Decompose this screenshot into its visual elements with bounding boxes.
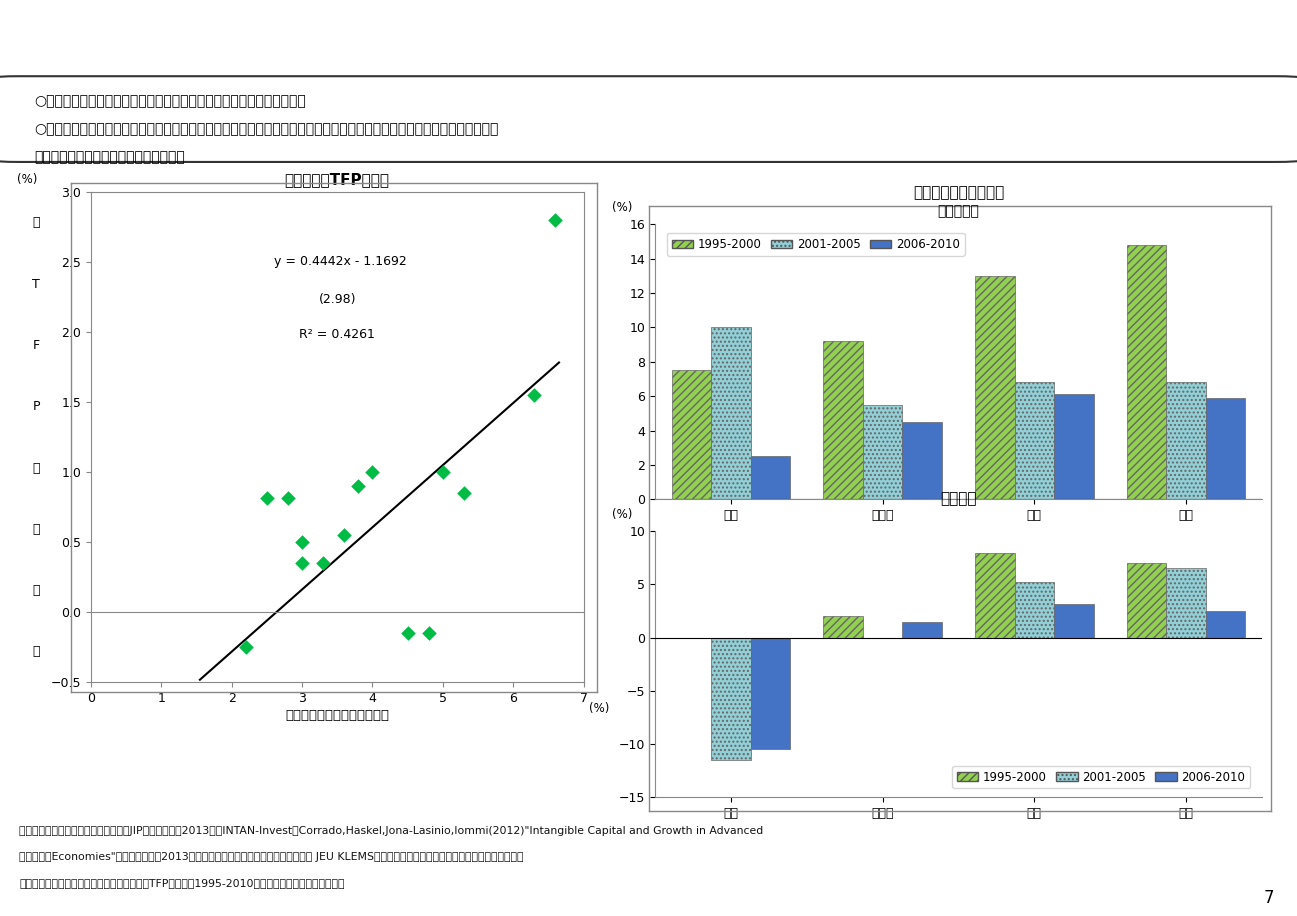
Text: R² = 0.4261: R² = 0.4261 — [300, 328, 375, 341]
Text: T: T — [32, 278, 40, 290]
Bar — [751, 638, 790, 749]
Title: 無形資産とTFPの関係: 無形資産とTFPの関係 — [285, 172, 389, 187]
Text: F: F — [32, 339, 40, 352]
Bar — [1014, 383, 1054, 499]
Point — [257, 490, 278, 505]
Bar — [903, 422, 942, 499]
Point — [292, 535, 313, 550]
Point — [545, 213, 565, 228]
Point — [235, 640, 256, 655]
Bar — [863, 405, 903, 499]
Text: (%): (%) — [17, 172, 38, 186]
Text: ○　我が国では、無形資産への投資のうち、人的資本への投資（ＯＦＦ－ＪＴへの支出等）、情報化資産への投資（ソフト: ○ 我が国では、無形資産への投資のうち、人的資本への投資（ＯＦＦ－ＪＴへの支出等… — [35, 123, 499, 136]
Bar — [711, 638, 751, 759]
Text: （: （ — [32, 216, 40, 230]
Bar — [1127, 563, 1166, 638]
Bar — [751, 456, 790, 499]
Text: （注）上段図の無形資産装備率の上昇率及びTFP上昇率は1995-2010年の各年の値を平均している。: （注）上段図の無形資産装備率の上昇率及びTFP上昇率は1995-2010年の各年… — [19, 878, 345, 888]
Bar — [1054, 395, 1093, 499]
Bar — [1206, 398, 1245, 499]
Bar — [1127, 245, 1166, 499]
Legend: 1995-2000, 2001-2005, 2006-2010: 1995-2000, 2001-2005, 2006-2010 — [952, 766, 1250, 789]
Point — [432, 465, 453, 480]
Bar — [1014, 583, 1054, 638]
Text: y = 0.4442x - 1.1692: y = 0.4442x - 1.1692 — [274, 256, 406, 268]
Bar — [711, 328, 751, 499]
Point — [292, 556, 313, 571]
Text: 無形資産と全要素生産性（TFP）との関係性: 無形資産と全要素生産性（TFP）との関係性 — [470, 25, 827, 52]
Text: 率: 率 — [32, 584, 40, 597]
Bar — [1166, 569, 1206, 638]
Point — [348, 479, 368, 494]
Point — [313, 556, 333, 571]
Bar — [975, 552, 1014, 638]
Bar — [975, 276, 1014, 499]
X-axis label: （無形資産装備率の上昇率）: （無形資産装備率の上昇率） — [285, 709, 389, 723]
FancyBboxPatch shape — [0, 76, 1297, 162]
Text: (%): (%) — [612, 508, 633, 521]
Text: (%): (%) — [612, 201, 633, 213]
Text: 7: 7 — [1263, 889, 1274, 907]
Bar — [824, 616, 863, 638]
Text: P: P — [32, 400, 40, 413]
Text: Economies"、宮川・比佐（2013）「産業別無形資産投資と日本の経済成長 JEU KLEMSをもとに厚生労働省労働政策担当参事官室にて作成: Economies"、宮川・比佐（2013）「産業別無形資産投資と日本の経済成長… — [19, 852, 524, 862]
Text: (%): (%) — [589, 702, 610, 714]
Point — [419, 627, 440, 641]
Text: 資料出所　　（独）経済産業研究所「JIPデータベース2013」、INTAN-Invest、Corrado,Haskel,Jona-Lasinio,Iommi(2: 資料出所 （独）経済産業研究所「JIPデータベース2013」、INTAN-Inv… — [19, 826, 764, 836]
Point — [524, 388, 545, 403]
Text: 昇: 昇 — [32, 523, 40, 536]
Point — [333, 528, 354, 542]
Point — [278, 490, 298, 505]
Text: 上: 上 — [32, 462, 40, 474]
Point — [454, 486, 475, 501]
Text: 無形資産装備率の上昇: 無形資産装備率の上昇 — [913, 185, 1004, 200]
Text: ）: ） — [32, 645, 40, 659]
Bar — [672, 370, 711, 499]
Bar — [1206, 611, 1245, 638]
Bar — [1054, 604, 1093, 638]
Text: 人的資本: 人的資本 — [940, 492, 977, 507]
Bar — [824, 342, 863, 499]
Point — [362, 465, 383, 480]
Text: ウェアへの支出等）の上昇率が低い。: ウェアへの支出等）の上昇率が低い。 — [35, 150, 185, 164]
Text: ○　無形資産への投資が上昇すると、ＴＦＰは高まる傾向がみられる。: ○ 無形資産への投資が上昇すると、ＴＦＰは高まる傾向がみられる。 — [35, 94, 306, 108]
Bar — [903, 622, 942, 638]
Legend: 1995-2000, 2001-2005, 2006-2010: 1995-2000, 2001-2005, 2006-2010 — [667, 233, 965, 256]
Text: 情報化資産: 情報化資産 — [938, 204, 979, 218]
Point — [397, 627, 418, 641]
Bar — [1166, 383, 1206, 499]
Text: (2.98): (2.98) — [319, 293, 355, 306]
